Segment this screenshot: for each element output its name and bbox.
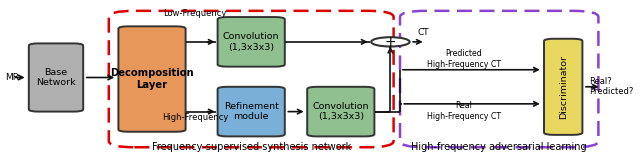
Text: Discriminator: Discriminator	[559, 55, 568, 119]
Text: High-frequency adversarial learning: High-frequency adversarial learning	[412, 142, 587, 152]
Text: Convolution
(1,3x3x3): Convolution (1,3x3x3)	[312, 102, 369, 121]
Text: High-Frequency: High-Frequency	[162, 113, 228, 122]
Text: +: +	[385, 35, 396, 49]
FancyBboxPatch shape	[29, 43, 83, 112]
Text: Real?
Predicted?: Real? Predicted?	[589, 77, 633, 97]
FancyBboxPatch shape	[218, 87, 285, 136]
FancyBboxPatch shape	[118, 26, 186, 132]
Text: Decomposition
Layer: Decomposition Layer	[110, 68, 194, 90]
FancyBboxPatch shape	[544, 39, 582, 135]
Text: Real
High-Frequency CT: Real High-Frequency CT	[427, 101, 501, 121]
FancyBboxPatch shape	[307, 87, 374, 136]
Text: Convolution
(1,3x3x3): Convolution (1,3x3x3)	[223, 32, 280, 52]
FancyBboxPatch shape	[218, 17, 285, 67]
Text: Base
Network: Base Network	[36, 68, 76, 87]
Text: CT: CT	[417, 28, 429, 37]
Text: Predicted
High-Frequency CT: Predicted High-Frequency CT	[427, 49, 501, 69]
Text: MR: MR	[5, 73, 19, 82]
Text: Low-Frequency: Low-Frequency	[163, 9, 227, 18]
Text: Frequency-supervised synthesis network: Frequency-supervised synthesis network	[152, 142, 351, 152]
Circle shape	[371, 37, 410, 46]
Text: Refinement
module: Refinement module	[224, 102, 278, 121]
